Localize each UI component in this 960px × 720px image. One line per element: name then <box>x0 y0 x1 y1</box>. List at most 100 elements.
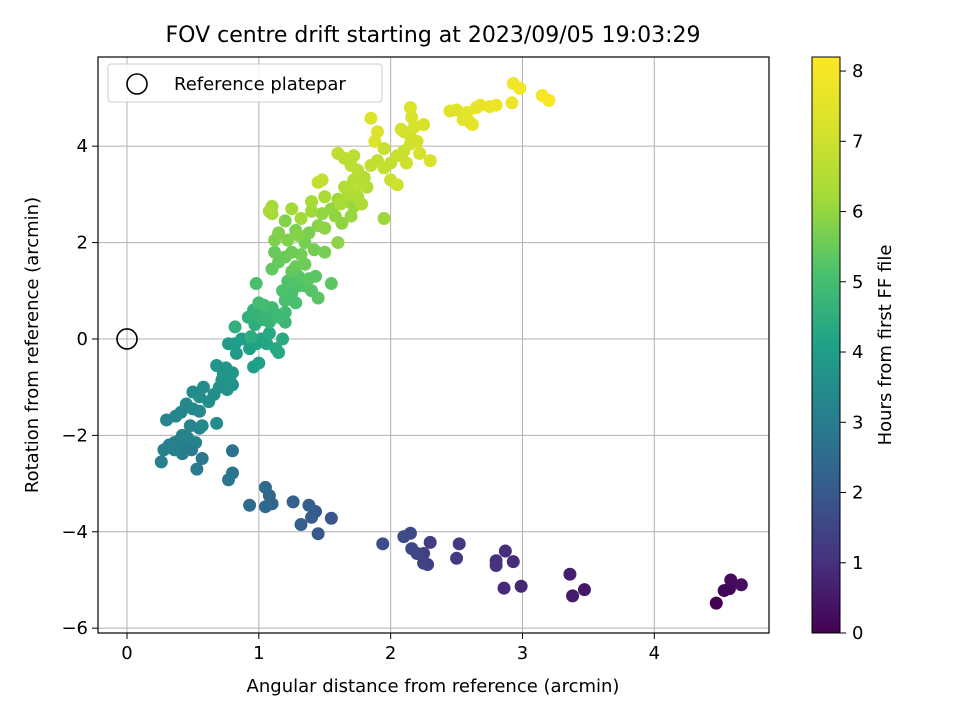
colorbar-tick-label: 3 <box>852 412 863 433</box>
data-point <box>311 527 325 541</box>
data-point <box>423 154 437 168</box>
data-point <box>291 228 305 242</box>
colorbar-tick-label: 6 <box>852 202 863 223</box>
data-point <box>405 542 419 556</box>
data-point <box>276 332 290 346</box>
data-point <box>331 146 345 160</box>
colorbar-gradient <box>811 56 841 634</box>
data-point <box>423 535 437 549</box>
reference-platepar-marker <box>116 328 138 350</box>
data-point <box>577 583 591 597</box>
data-point <box>370 125 384 139</box>
data-point <box>709 596 723 610</box>
axes-frame <box>97 56 770 634</box>
data-point <box>228 320 242 334</box>
data-point <box>506 555 520 569</box>
data-point <box>195 452 209 466</box>
y-axis-ticks: −6 −4 −2 0 2 4 <box>61 136 98 639</box>
y-tick-label: 4 <box>77 136 88 157</box>
data-point <box>489 559 503 573</box>
colorbar-tick-label: 8 <box>852 61 863 82</box>
data-point <box>318 245 332 259</box>
data-point <box>376 537 390 551</box>
y-tick-label: 0 <box>77 329 88 350</box>
data-point <box>566 589 580 603</box>
data-point <box>417 117 431 131</box>
data-point <box>189 436 203 450</box>
data-point <box>315 173 329 187</box>
plot-frame <box>97 56 770 634</box>
data-point <box>294 518 308 532</box>
data-point <box>489 98 503 112</box>
data-point <box>563 567 577 581</box>
data-point <box>417 556 431 570</box>
data-point <box>305 195 319 209</box>
data-point <box>311 291 325 305</box>
data-point <box>272 226 286 240</box>
data-point <box>222 473 236 487</box>
data-point <box>278 305 292 319</box>
data-point <box>397 530 411 544</box>
data-point <box>225 366 239 380</box>
data-point <box>399 156 413 170</box>
data-point <box>514 579 528 593</box>
x-tick-label: 1 <box>253 643 264 664</box>
x-axis-label: Angular distance from reference (arcmin) <box>247 676 620 697</box>
data-point <box>154 455 168 469</box>
data-point <box>190 462 204 476</box>
y-tick-label: −6 <box>61 618 88 639</box>
data-point <box>167 443 181 457</box>
colorbar-tick-label: 1 <box>852 553 863 574</box>
data-point <box>289 296 303 310</box>
data-point <box>724 573 738 587</box>
data-point <box>450 103 464 117</box>
data-point <box>324 277 338 291</box>
y-axis-label: Rotation from reference (arcmin) <box>22 197 43 493</box>
colorbar-tick-label: 7 <box>852 131 863 152</box>
data-point <box>410 134 424 148</box>
x-tick-label: 4 <box>649 643 660 664</box>
data-point <box>229 346 243 360</box>
data-point <box>324 511 338 525</box>
data-point <box>286 495 300 509</box>
data-point <box>498 544 512 558</box>
data-point <box>405 110 419 124</box>
legend-reference-marker <box>126 73 148 95</box>
data-point <box>252 356 266 370</box>
data-point <box>305 510 319 524</box>
data-point <box>505 96 519 110</box>
data-point <box>497 581 511 595</box>
data-point <box>157 443 171 457</box>
data-point <box>413 146 427 160</box>
data-point <box>249 277 263 291</box>
data-point <box>403 101 417 115</box>
data-point <box>175 428 189 442</box>
y-tick-label: −4 <box>61 522 88 543</box>
x-tick-label: 3 <box>517 643 528 664</box>
data-point <box>513 81 527 95</box>
data-point <box>268 245 282 259</box>
data-point <box>210 416 224 430</box>
data-point <box>331 236 345 250</box>
data-point <box>390 178 404 192</box>
data-point <box>318 221 332 235</box>
data-point <box>377 211 391 225</box>
data-point <box>355 178 369 192</box>
colorbar-tick-label: 0 <box>852 623 863 644</box>
data-point <box>258 500 272 514</box>
data-point <box>285 202 299 216</box>
data-point <box>262 326 276 340</box>
data-point <box>302 272 316 286</box>
data-point <box>302 498 316 512</box>
data-point <box>318 190 332 204</box>
data-point <box>294 211 308 225</box>
data-point <box>364 111 378 125</box>
data-point <box>542 93 556 107</box>
legend-entry-reference: Reference platepar <box>174 74 346 95</box>
data-point <box>294 248 308 262</box>
legend: Reference platepar <box>107 63 383 103</box>
data-point <box>278 214 292 228</box>
x-axis-ticks: 0 1 2 3 4 <box>121 633 660 664</box>
colorbar-ticks: 0 1 2 3 4 5 6 7 8 <box>840 61 863 644</box>
